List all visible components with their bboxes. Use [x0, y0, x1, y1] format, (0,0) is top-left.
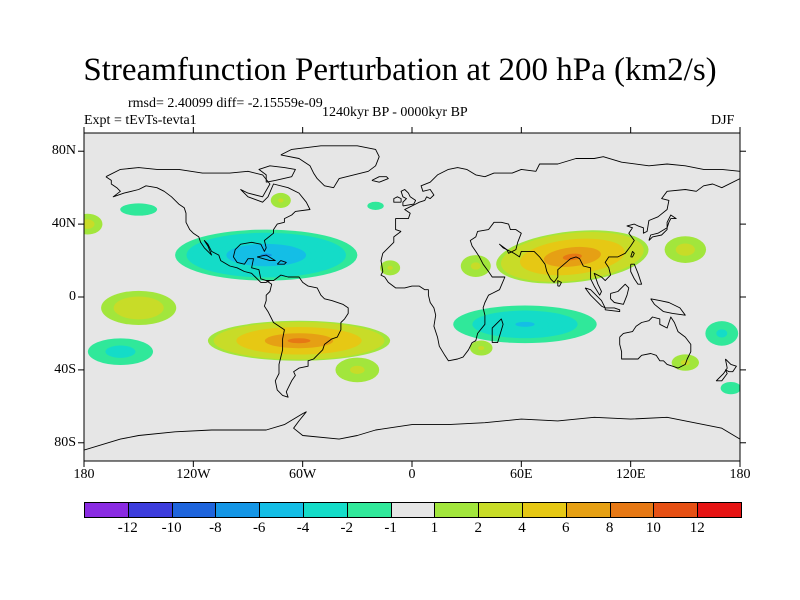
colorbar-box	[171, 502, 217, 518]
period-label: 1240kyr BP - 0000kyr BP	[322, 105, 468, 120]
colorbar-label: 1	[430, 520, 439, 536]
coastline-borneo	[610, 283, 630, 305]
coastline-philippines	[630, 263, 643, 285]
coastline-baffin	[258, 165, 296, 183]
anomaly-low-north-pacific	[120, 203, 158, 216]
anomaly-high-south-america	[207, 320, 391, 361]
coastlines	[84, 145, 740, 451]
x-tick-label: 120E	[615, 467, 646, 482]
coastline-new-zealand	[715, 358, 737, 382]
coastline-madagascar	[491, 318, 504, 344]
colorbar-box	[215, 502, 261, 518]
coastline-australia	[619, 316, 692, 369]
coastline-japan	[648, 214, 677, 241]
anomaly-low-southern-ocean-east	[720, 381, 740, 395]
colorbar-label: 10	[645, 520, 661, 536]
coastline-hispaniola	[276, 260, 287, 265]
season-label: DJF	[711, 113, 735, 128]
y-tick-label: 80S	[54, 434, 76, 450]
colorbar-label: 4	[518, 520, 526, 536]
colorbar-box	[390, 502, 436, 518]
coastline-iceland	[371, 176, 389, 183]
colorbar-box	[84, 502, 129, 518]
x-tick-label: 180	[73, 467, 95, 482]
colorbar-box	[565, 502, 611, 518]
anomaly-high-south-pacific	[671, 354, 699, 371]
experiment-label: Expt = tEvTs-tevta1	[84, 113, 197, 128]
anomaly-high-pacific-north	[84, 213, 103, 235]
colorbar-label: -6	[252, 520, 266, 536]
map-title: Streamfunction Perturbation at 200 hPa (…	[83, 52, 717, 88]
x-tick-label: 120W	[176, 467, 211, 482]
anomaly-subtropical-high-asia	[496, 230, 649, 284]
axis-ticks	[78, 127, 746, 467]
anomaly-high-southern-africa	[469, 340, 493, 356]
anomaly-low-indian-ocean	[453, 305, 597, 344]
coastline-sri-lanka	[557, 280, 562, 287]
colorbar-box	[653, 502, 699, 518]
coastline-africa-eurasia	[380, 156, 740, 362]
coastline-cuba	[256, 254, 276, 262]
colorbar-box	[478, 502, 523, 518]
coastline-south-america	[263, 274, 349, 398]
coastline-ireland	[393, 196, 402, 203]
colorbar-label: -8	[209, 520, 222, 536]
coastline-sumatra	[584, 287, 606, 309]
anomaly-high-greenland	[270, 192, 291, 208]
colorbar-label: 6	[562, 520, 570, 536]
rmsd-label: rmsd= 2.40099 diff= -2.15559e-09	[128, 96, 323, 111]
colorbar-box	[434, 502, 480, 518]
colorbar-box	[127, 502, 173, 518]
x-tick-label: 60W	[289, 467, 317, 482]
coastline-north-america	[105, 167, 311, 283]
colorbar-label: -4	[296, 520, 310, 536]
colorbar-label: 2	[474, 520, 482, 536]
y-tick-label: 40S	[54, 361, 76, 377]
colorbar-label: -1	[384, 520, 397, 536]
coastline-java	[604, 307, 621, 313]
y-tick-label: 80N	[51, 143, 76, 159]
y-tick-label: 40N	[51, 216, 76, 232]
anomaly-low-south-pacific	[87, 338, 154, 365]
x-tick-label: 180	[729, 467, 751, 482]
map-background	[84, 133, 740, 461]
anomaly-high-arabia	[460, 255, 491, 277]
y-tick-label: 0	[69, 289, 76, 304]
coastline-greenland	[280, 145, 380, 189]
colorbar-box	[697, 502, 742, 518]
x-tick-label: 0	[408, 467, 416, 482]
anomaly-low-australia-east	[705, 321, 739, 346]
colorbar-label: -12	[117, 520, 138, 536]
anomaly-high-east-asia	[664, 236, 707, 263]
colorbar-box	[609, 502, 655, 518]
x-tick-label: 60E	[510, 467, 533, 482]
coastline-great-britain	[400, 189, 417, 207]
colorbar-box	[259, 502, 304, 518]
colorbar-label: 12	[689, 520, 705, 536]
colorbar-box	[303, 502, 348, 518]
coastline-antarctica	[84, 411, 740, 451]
anomaly-high-east-pacific-south	[101, 290, 177, 326]
anomaly-high-east-atlantic-north	[380, 260, 401, 276]
anomaly-high-south-atlantic	[335, 357, 380, 383]
colorbar-box	[522, 502, 567, 518]
anomaly-low-north-europe	[367, 201, 384, 210]
coastline-taiwan	[630, 250, 635, 258]
colorbar-label: 8	[605, 520, 614, 536]
colorbar-label: -2	[340, 520, 354, 536]
colorbar-box	[346, 502, 392, 518]
colorbar-label: -10	[161, 520, 182, 536]
coastline-new-guinea	[650, 298, 686, 316]
